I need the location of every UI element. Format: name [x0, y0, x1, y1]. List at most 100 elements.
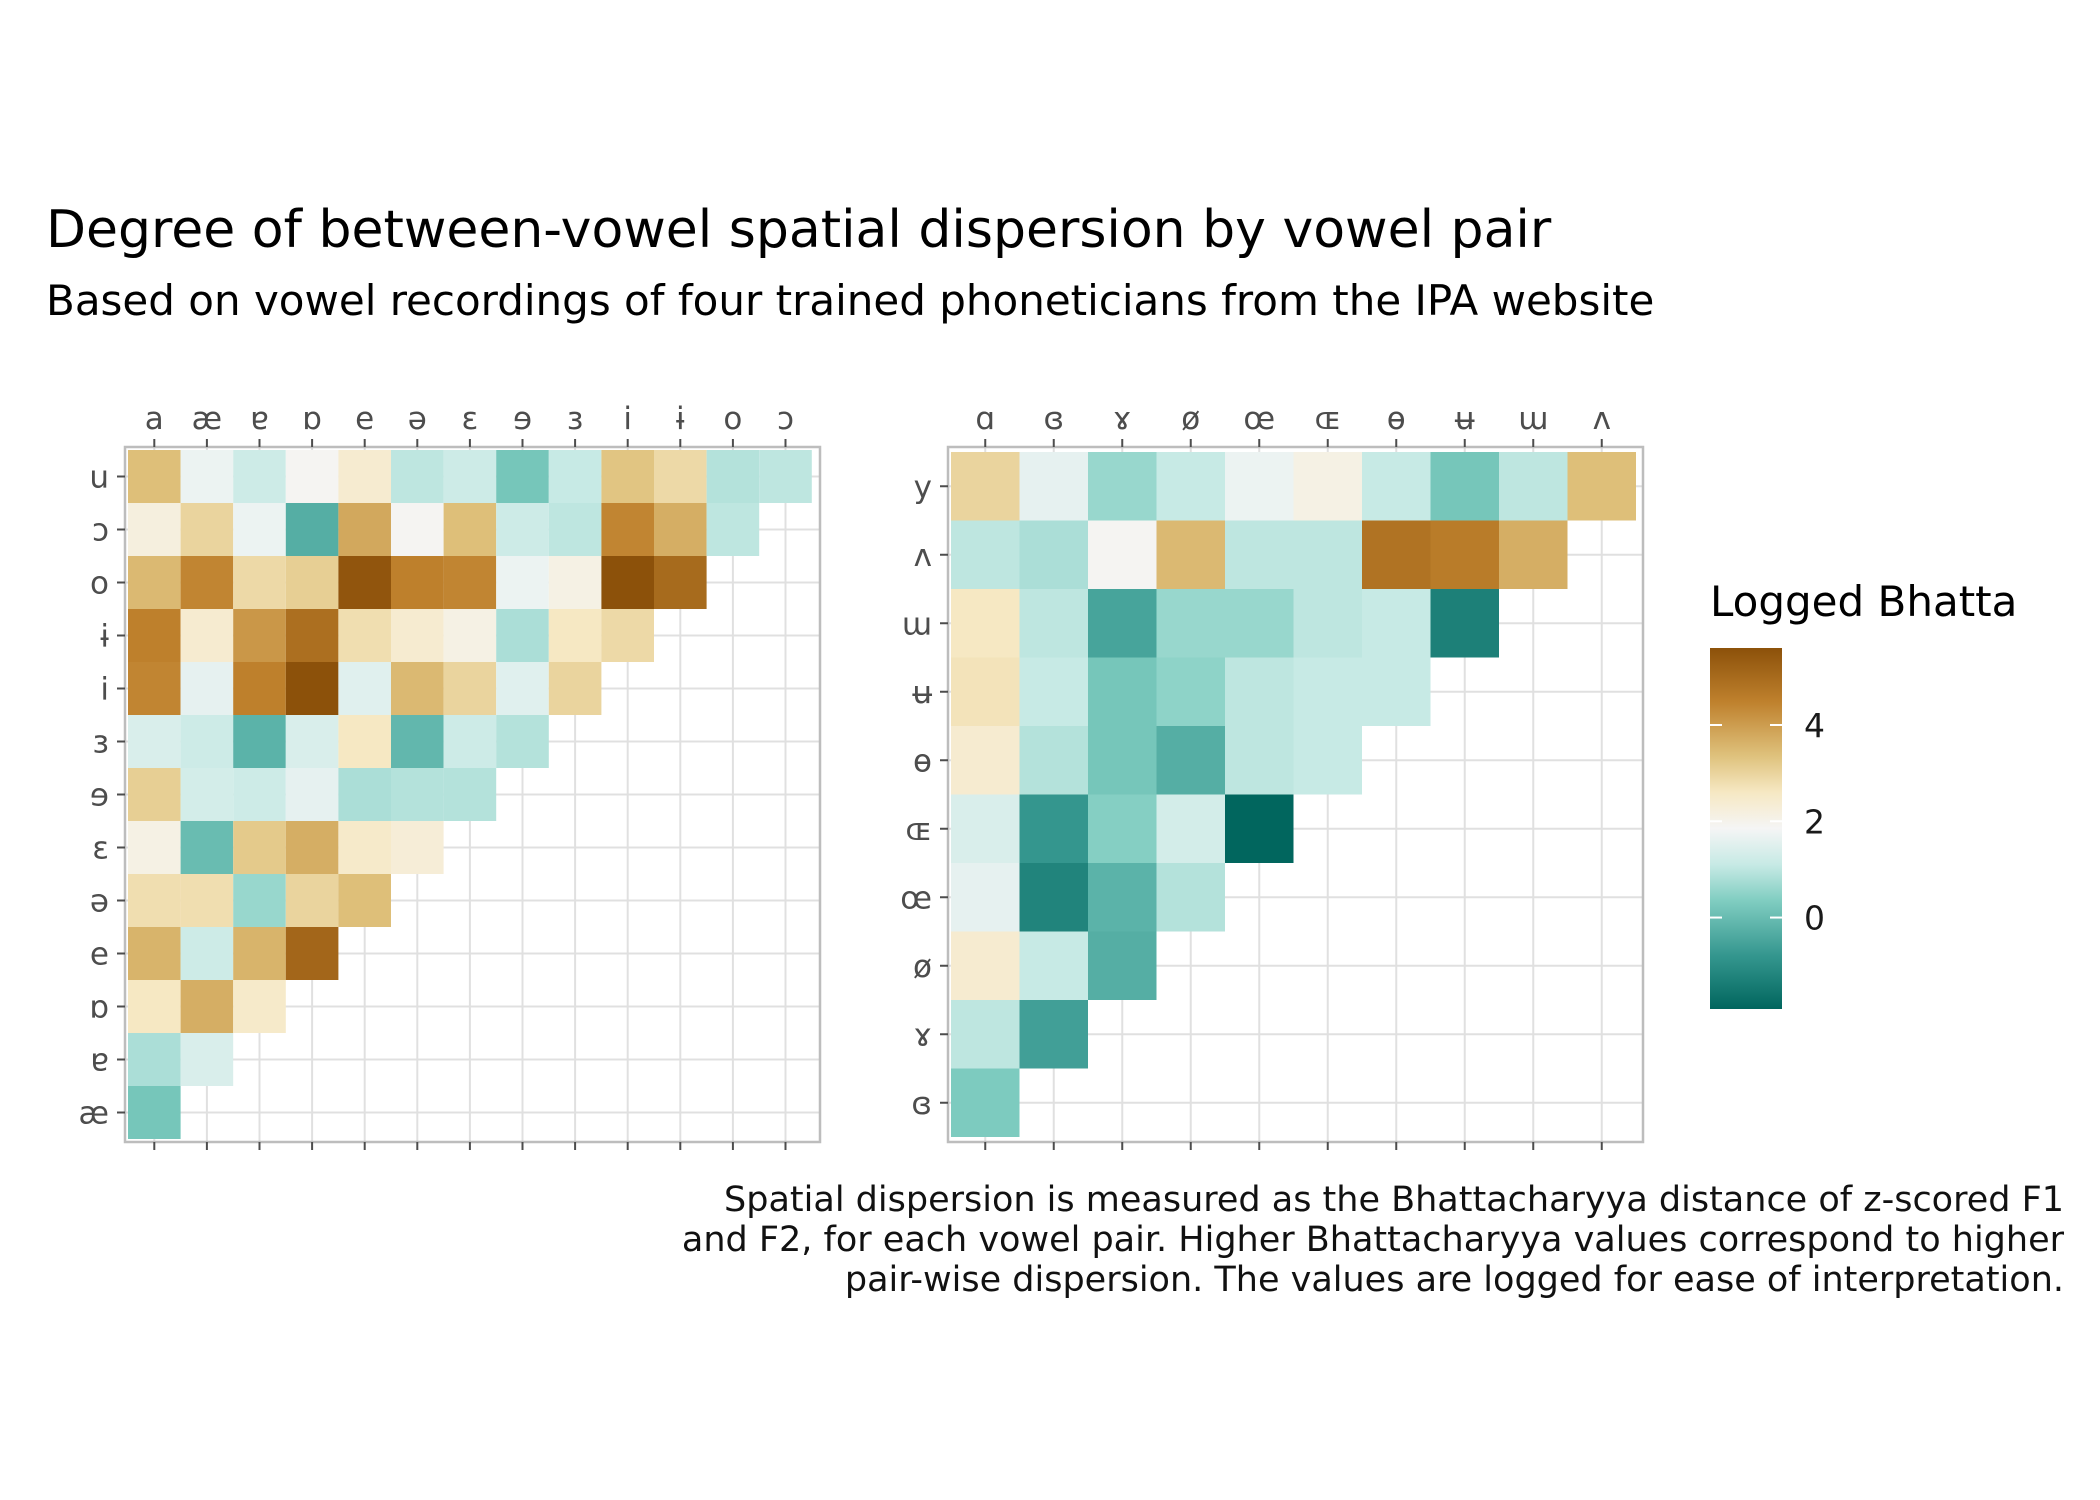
heatmap-tile [1019, 1000, 1088, 1069]
heatmap-tile [128, 450, 181, 503]
heatmap-tile [128, 556, 181, 609]
legend-title: Logged Bhatta [1710, 577, 2017, 626]
heatmap-tile [1019, 863, 1088, 932]
heatmap-tile [548, 503, 602, 556]
heatmap-tile [1088, 863, 1157, 932]
heatmap-tile [706, 450, 760, 503]
x-tick-label: ɞ [1043, 401, 1064, 437]
heatmap-tile [1293, 520, 1362, 589]
heatmap-tile [128, 503, 181, 556]
heatmap-tile [1088, 794, 1157, 863]
heatmap-tile [1088, 589, 1157, 658]
y-tick-label: œ [900, 880, 932, 916]
heatmap-tile [391, 503, 444, 556]
heatmap-tile [1225, 589, 1294, 658]
heatmap-tile [180, 450, 234, 503]
legend: Logged Bhatta 4 2 0 [1710, 577, 2017, 1009]
heatmap-tile [496, 715, 549, 768]
heatmap-tile [338, 556, 391, 609]
heatmap-tile [338, 503, 391, 556]
heatmap-tile [1430, 520, 1499, 589]
y-tick-label: ɶ [905, 812, 932, 848]
heatmap-tile [233, 450, 286, 503]
y-tick-label: ɵ [913, 743, 932, 779]
heatmap-tile [951, 520, 1020, 589]
heatmap-tile [233, 662, 286, 715]
x-tick-label: i [623, 401, 632, 437]
heatmap-tile [1088, 452, 1157, 521]
caption-line: and F2, for each vowel pair. Higher Bhat… [681, 1220, 2064, 1260]
x-tick-label: ɤ [1113, 401, 1131, 437]
heatmap-tile [391, 821, 444, 874]
heatmap-tile [391, 715, 444, 768]
heatmap-tile [1019, 589, 1088, 658]
heatmap-tile [180, 1033, 234, 1086]
y-tick-label: ə [90, 884, 109, 920]
heatmap-tile [1362, 520, 1431, 589]
x-tick-label: ɯ [1518, 401, 1548, 437]
heatmap-tile [1088, 726, 1157, 795]
heatmap-tile [706, 503, 760, 556]
heatmap-tile [391, 450, 444, 503]
x-tick-label: ɒ [302, 401, 322, 437]
heatmap-tile [338, 450, 391, 503]
caption-line: pair-wise dispersion. The values are log… [844, 1260, 2064, 1300]
heatmap-tile [951, 863, 1020, 932]
x-tick-label: a [145, 401, 164, 437]
legend-tick-label: 4 [1804, 706, 1825, 745]
legend-tick-label: 0 [1804, 899, 1825, 938]
x-tick-label: ɔ [777, 401, 794, 437]
heatmap-tile [180, 556, 234, 609]
heatmap-tile [1225, 794, 1294, 863]
heatmap-tile [338, 821, 391, 874]
caption: Spatial dispersion is measured as the Bh… [464, 1180, 2064, 1300]
heatmap-tile [128, 821, 181, 874]
heatmap-tile [338, 768, 391, 821]
y-tick-label: i [100, 672, 109, 708]
legend-colorbar [1710, 648, 1782, 1009]
heatmap-tile [180, 927, 234, 980]
heatmap-tile [548, 609, 602, 662]
panel-border [946, 445, 1645, 1144]
y-tick-label: ɨ [100, 619, 109, 655]
heatmap-tile [180, 768, 234, 821]
heatmap-tile [338, 874, 391, 927]
y-tick-label: ɜ [93, 725, 109, 761]
y-tick-label: o [90, 566, 109, 602]
y-tick-label: æ [79, 1096, 109, 1132]
heatmap-tile [759, 450, 812, 503]
heatmap-tile [128, 927, 181, 980]
heatmap-tile [285, 874, 339, 927]
heatmap-tile [443, 450, 497, 503]
heatmap-tile [1225, 452, 1294, 521]
heatmap-tile [233, 768, 286, 821]
heatmap-tile [951, 931, 1020, 1000]
heatmap-tile [128, 768, 181, 821]
heatmap-tile [1019, 452, 1088, 521]
heatmap-tile [951, 1000, 1020, 1069]
heatmap-tile [128, 874, 181, 927]
heatmap-tile [180, 503, 234, 556]
x-tick-label: ø [1181, 401, 1200, 437]
x-tick-label: ʉ [1455, 401, 1475, 437]
heatmap-tile [443, 715, 497, 768]
heatmap-tile [285, 821, 339, 874]
heatmap-tile [285, 609, 339, 662]
y-tick-label: y [914, 469, 932, 505]
x-tick-label: ə [408, 401, 427, 437]
heatmap-tile [128, 609, 181, 662]
heatmap-tile [1225, 520, 1294, 589]
heatmap-tile [233, 980, 286, 1033]
heatmap-tile [233, 821, 286, 874]
heatmap-tile [1430, 589, 1499, 658]
heatmap-tile [128, 980, 181, 1033]
heatmap-tile [1293, 726, 1362, 795]
heatmap-tile [548, 662, 602, 715]
x-tick-label: ɜ [567, 401, 583, 437]
heatmap-tile [1499, 452, 1568, 521]
heatmap-tile [496, 503, 549, 556]
heatmap-tile [654, 503, 707, 556]
heatmap-tile [601, 609, 654, 662]
legend-ticks: 4 2 0 [1710, 706, 1825, 938]
